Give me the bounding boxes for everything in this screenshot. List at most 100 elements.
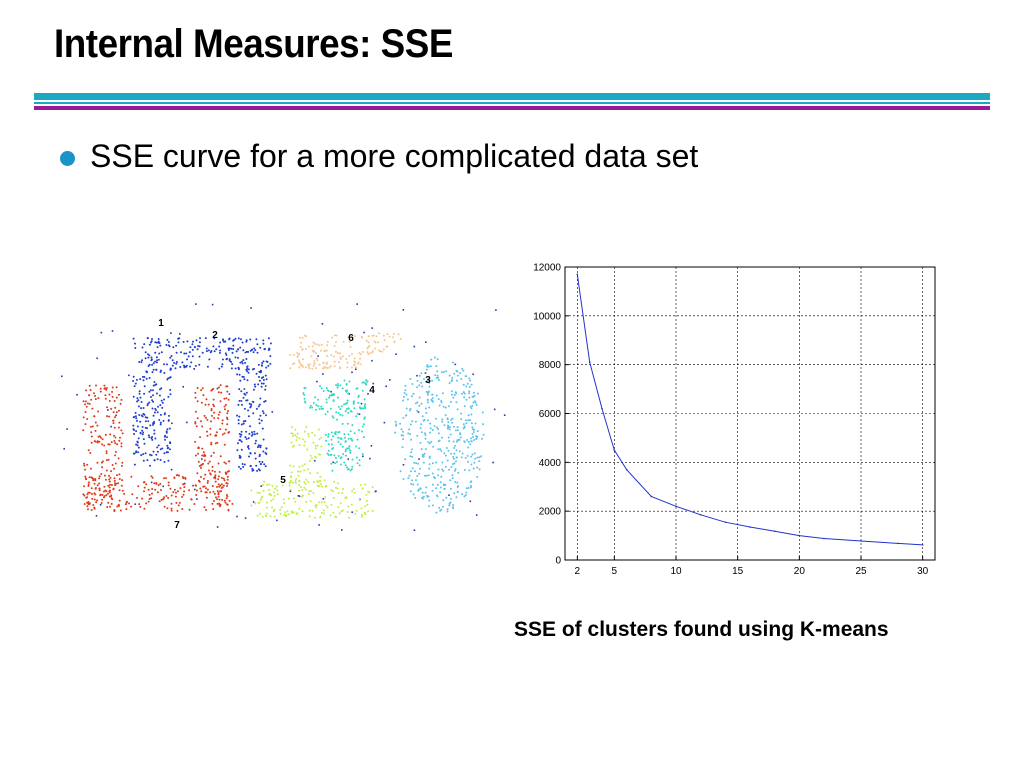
cluster-3-point bbox=[463, 468, 466, 471]
cluster-3-point bbox=[435, 487, 438, 490]
sse-point bbox=[613, 449, 616, 451]
cluster-3-point bbox=[431, 489, 434, 492]
cluster-5-point bbox=[359, 484, 362, 486]
cluster-1-2-point bbox=[251, 433, 254, 436]
cluster-7-point bbox=[104, 397, 107, 400]
cluster-3-point bbox=[448, 382, 451, 385]
cluster-3-point bbox=[436, 495, 439, 498]
cluster-7-point bbox=[89, 425, 92, 428]
cluster-3-point bbox=[421, 497, 424, 500]
cluster-3-point bbox=[438, 404, 441, 407]
cluster-1-2-point bbox=[175, 351, 178, 354]
cluster-7-point bbox=[148, 498, 151, 500]
cluster-3-point bbox=[426, 393, 429, 396]
cluster-7-point bbox=[175, 491, 177, 494]
cluster-7-point bbox=[228, 460, 231, 463]
cluster-7-point bbox=[103, 490, 105, 493]
cluster-7-point bbox=[117, 426, 120, 429]
cluster-1-2-point bbox=[194, 364, 197, 367]
cluster-7-point bbox=[120, 445, 123, 448]
cluster-1-2-point bbox=[258, 403, 261, 406]
cluster-7-point bbox=[94, 478, 96, 481]
cluster-4-point bbox=[352, 401, 355, 404]
cluster-6-point bbox=[304, 334, 307, 337]
cluster-3-point bbox=[476, 466, 479, 469]
cluster-6-point bbox=[371, 350, 374, 352]
cluster-5-point bbox=[317, 428, 320, 431]
cluster-7-point bbox=[181, 495, 184, 498]
cluster-1-2-point bbox=[161, 401, 164, 404]
cluster-3-point bbox=[428, 385, 431, 388]
cluster-5-point bbox=[269, 515, 272, 518]
cluster-7-point bbox=[183, 490, 186, 493]
cluster-7-point bbox=[82, 400, 85, 403]
cluster-7-point bbox=[218, 471, 221, 473]
cluster-1-2-point bbox=[239, 379, 242, 382]
cluster-7-point bbox=[151, 488, 154, 490]
cluster-7-point bbox=[203, 414, 206, 417]
cluster-5-point bbox=[320, 511, 323, 514]
cluster-1-2-point bbox=[151, 338, 153, 340]
cluster-3-point bbox=[446, 418, 449, 421]
cluster-1-2-point bbox=[262, 360, 265, 363]
cluster-3-point bbox=[457, 471, 460, 474]
cluster-3-point bbox=[436, 370, 439, 373]
noise-point bbox=[362, 455, 364, 458]
cluster-6-point bbox=[366, 351, 369, 354]
y-tick-label: 6000 bbox=[539, 409, 562, 420]
cluster-7-point bbox=[206, 482, 209, 484]
cluster-7-point bbox=[212, 508, 215, 510]
cluster-1-2-point bbox=[148, 377, 151, 379]
cluster-7-point bbox=[197, 452, 199, 455]
sse-point bbox=[625, 468, 628, 471]
cluster-3-point bbox=[448, 468, 451, 471]
cluster-7-point bbox=[162, 498, 164, 501]
cluster-1-2-point bbox=[161, 406, 164, 409]
cluster-1-2-point bbox=[180, 351, 182, 354]
cluster-6-point bbox=[333, 345, 336, 347]
cluster-7-point bbox=[118, 439, 121, 442]
cluster-1-2-point bbox=[262, 412, 265, 415]
cluster-5-point bbox=[312, 441, 315, 444]
cluster-1-2-point bbox=[149, 424, 152, 427]
cluster-3-point bbox=[409, 455, 412, 458]
cluster-7-point bbox=[137, 485, 140, 488]
cluster-1-2-point bbox=[136, 425, 139, 428]
y-tick-label: 4000 bbox=[539, 458, 562, 469]
cluster-1-2-point bbox=[136, 419, 138, 422]
cluster-7-point bbox=[220, 483, 223, 486]
cluster-5-point bbox=[318, 485, 321, 488]
cluster-4-point bbox=[326, 389, 329, 392]
cluster-1-2-point bbox=[234, 367, 237, 370]
cluster-1-2-point bbox=[264, 388, 267, 391]
cluster-1-2-point bbox=[190, 361, 193, 364]
cluster-5-point bbox=[256, 491, 259, 494]
cluster-1-2-point bbox=[231, 363, 234, 366]
cluster-7-point bbox=[110, 502, 113, 505]
cluster-1-2-point bbox=[137, 405, 140, 408]
cluster-3-point bbox=[412, 392, 415, 395]
cluster-3-point bbox=[440, 401, 443, 404]
noise-point bbox=[424, 372, 427, 374]
cluster-6-point bbox=[349, 345, 352, 348]
cluster-1-2-point bbox=[177, 341, 180, 344]
cluster-3-point bbox=[462, 383, 465, 386]
bullet-dot-icon bbox=[60, 151, 75, 166]
cluster-1-2-point bbox=[170, 355, 173, 357]
cluster-1-2-point bbox=[156, 450, 159, 453]
cluster-7-point bbox=[98, 440, 101, 443]
cluster-1-2-point bbox=[159, 423, 162, 426]
cluster-1-2-point bbox=[269, 355, 272, 358]
cluster-7-point bbox=[118, 393, 120, 396]
cluster-4-point bbox=[332, 416, 335, 419]
cluster-7-point bbox=[103, 495, 106, 498]
cluster-7-point bbox=[218, 386, 220, 389]
cluster-1-2-point bbox=[218, 367, 221, 370]
noise-point bbox=[425, 341, 427, 343]
cluster-3-point bbox=[411, 467, 414, 470]
cluster-4-point bbox=[330, 462, 333, 465]
cluster-4-point bbox=[337, 436, 340, 439]
cluster-5-point bbox=[304, 488, 307, 491]
cluster-3-point bbox=[471, 395, 474, 398]
